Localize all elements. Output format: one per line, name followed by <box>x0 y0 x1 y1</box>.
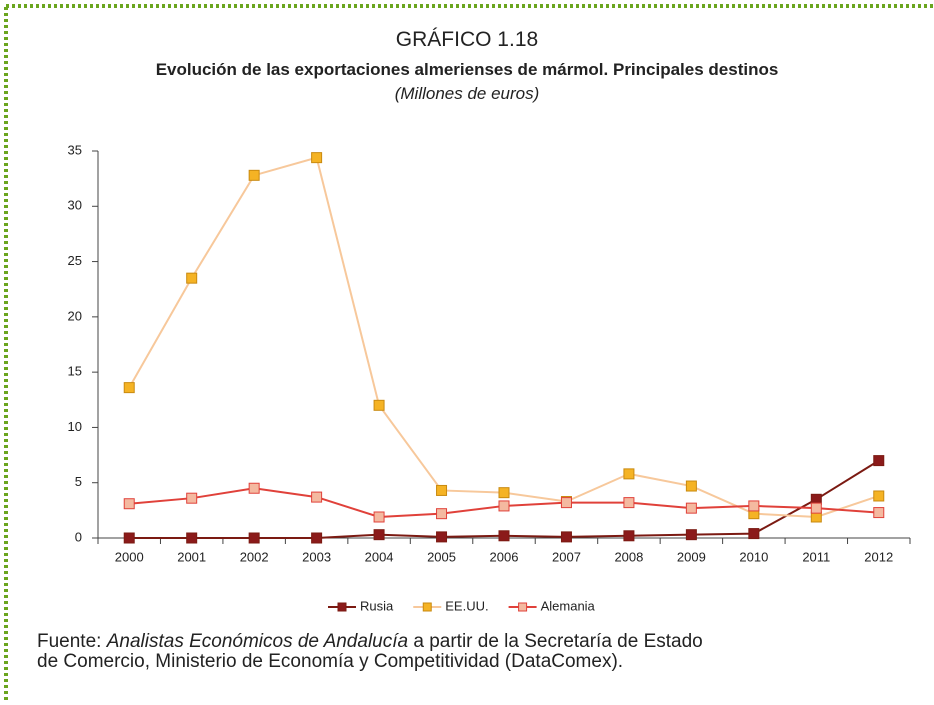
marker <box>623 497 635 509</box>
dotted-border <box>4 4 934 705</box>
marker <box>560 531 572 543</box>
source-line-1: Fuente: Analistas Económicos de Andalucí… <box>37 631 703 652</box>
marker <box>123 498 135 510</box>
marker <box>810 502 822 514</box>
marker <box>311 532 323 544</box>
marker <box>685 480 697 492</box>
marker <box>436 531 448 543</box>
x-tick-label: 2010 <box>739 549 768 564</box>
marker <box>436 484 448 496</box>
legend-marker <box>422 602 432 612</box>
y-tick-label: 0 <box>75 529 82 544</box>
marker <box>685 529 697 541</box>
legend-label: Rusia <box>360 598 394 613</box>
marker <box>186 492 198 504</box>
x-tick-label: 2004 <box>365 549 394 564</box>
marker <box>873 490 885 502</box>
y-tick-label: 35 <box>68 142 82 157</box>
chart-subtitle: Evolución de las exportaciones almeriens… <box>156 60 779 79</box>
marker <box>498 500 510 512</box>
x-tick-label: 2005 <box>427 549 456 564</box>
marker <box>123 382 135 394</box>
marker <box>685 502 697 514</box>
legend-label: EE.UU. <box>445 598 488 613</box>
marker <box>623 468 635 480</box>
marker <box>311 491 323 503</box>
x-tick-label: 2008 <box>614 549 643 564</box>
y-tick-label: 5 <box>75 474 82 489</box>
marker <box>248 532 260 544</box>
legend-marker <box>518 602 528 612</box>
x-tick-label: 2007 <box>552 549 581 564</box>
marker <box>123 532 135 544</box>
x-tick-label: 2000 <box>115 549 144 564</box>
source-italic: Analistas Económicos de Andalucía <box>106 631 408 652</box>
marker <box>873 507 885 519</box>
x-tick-label: 2001 <box>177 549 206 564</box>
marker <box>373 529 385 541</box>
marker <box>248 169 260 181</box>
series-line <box>128 156 880 518</box>
marker <box>623 530 635 542</box>
source-prefix: Fuente: <box>37 631 107 652</box>
marker <box>248 482 260 494</box>
y-tick-label: 10 <box>68 419 82 434</box>
x-tick-label: 2003 <box>302 549 331 564</box>
marker <box>560 497 572 509</box>
legend-marker <box>337 602 347 612</box>
y-tick-label: 20 <box>68 308 82 323</box>
marker <box>436 508 448 520</box>
marker <box>373 399 385 411</box>
y-tick-label: 30 <box>68 198 82 213</box>
marker <box>498 530 510 542</box>
x-tick-label: 2002 <box>240 549 269 564</box>
x-tick-label: 2011 <box>802 549 830 564</box>
x-tick-label: 2012 <box>864 549 893 564</box>
marker <box>748 528 760 540</box>
marker <box>748 500 760 512</box>
marker <box>311 152 323 164</box>
source-rest: a partir de la Secretaría de Estado <box>408 631 703 652</box>
x-tick-label: 2009 <box>677 549 706 564</box>
marker <box>873 455 885 467</box>
unit-label: (Millones de euros) <box>395 84 540 103</box>
y-tick-label: 15 <box>68 364 82 379</box>
source-line-2: de Comercio, Ministerio de Economía y Co… <box>37 651 623 672</box>
marker <box>373 511 385 523</box>
series-line <box>129 459 880 539</box>
chart-title: GRÁFICO 1.18 <box>396 28 538 51</box>
marker <box>186 272 198 284</box>
legend-label: Alemania <box>541 598 596 613</box>
marker <box>186 532 198 544</box>
y-tick-label: 25 <box>68 253 82 268</box>
x-tick-label: 2006 <box>490 549 519 564</box>
marker <box>498 487 510 499</box>
